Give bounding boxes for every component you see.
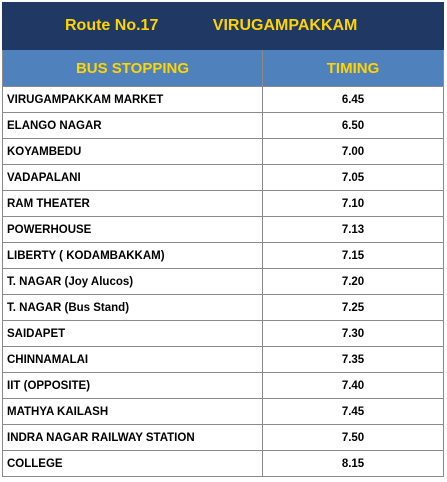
stop-name: IIT (OPPOSITE) xyxy=(2,372,263,399)
stop-name: T. NAGAR (Joy Alucos) xyxy=(2,268,263,295)
stop-name: KOYAMBEDU xyxy=(2,138,263,165)
stop-name: INDRA NAGAR RAILWAY STATION xyxy=(2,424,263,451)
stop-time: 7.45 xyxy=(261,398,445,425)
title-row: Route No.17 VIRUGAMPAKKAM xyxy=(1,2,445,50)
stop-row: COLLEGE 8.15 xyxy=(2,450,445,477)
stop-time: 7.13 xyxy=(261,216,445,243)
route-number: Route No.17 xyxy=(65,17,159,34)
stop-time: 7.25 xyxy=(261,294,445,321)
stop-row: ELANGO NAGAR 6.50 xyxy=(2,112,445,139)
stop-time: 7.40 xyxy=(261,372,445,399)
stop-row: VIRUGAMPAKKAM MARKET 6.45 xyxy=(2,86,445,113)
stop-time: 6.45 xyxy=(261,86,445,113)
stop-name: T. NAGAR (Bus Stand) xyxy=(2,294,263,321)
stop-name: COLLEGE xyxy=(2,450,263,477)
route-name: VIRUGAMPAKKAM xyxy=(212,17,358,34)
column-header: TIMING xyxy=(261,49,445,87)
column-header: BUS STOPPING xyxy=(2,49,263,87)
header-row: BUS STOPPING TIMING xyxy=(2,49,445,87)
stop-time: 7.10 xyxy=(261,190,445,217)
stop-time: 7.50 xyxy=(261,424,445,451)
timetable: Route No.17 VIRUGAMPAKKAM BUS STOPPING T… xyxy=(1,2,445,477)
stop-row: VADAPALANI 7.05 xyxy=(2,164,445,191)
route-table: Route No.17 VIRUGAMPAKKAM BUS STOPPING T… xyxy=(1,2,445,477)
stop-row: INDRA NAGAR RAILWAY STATION 7.50 xyxy=(2,424,445,451)
stop-name: POWERHOUSE xyxy=(2,216,263,243)
stop-name: MATHYA KAILASH xyxy=(2,398,263,425)
stop-name: CHINNAMALAI xyxy=(2,346,263,373)
stop-row: T. NAGAR (Joy Alucos) 7.20 xyxy=(2,268,445,295)
stop-time: 8.15 xyxy=(261,450,445,477)
stop-time: 7.00 xyxy=(261,138,445,165)
stop-row: RAM THEATER 7.10 xyxy=(2,190,445,217)
stop-time: 6.50 xyxy=(261,112,445,139)
stop-row: LIBERTY ( KODAMBAKKAM) 7.15 xyxy=(2,242,445,269)
stop-row: POWERHOUSE 7.13 xyxy=(2,216,445,243)
title-cell: Route No.17 VIRUGAMPAKKAM xyxy=(1,2,445,50)
stop-time: 7.20 xyxy=(261,268,445,295)
stop-time: 7.30 xyxy=(261,320,445,347)
stop-name: VIRUGAMPAKKAM MARKET xyxy=(2,86,263,113)
stop-row: MATHYA KAILASH 7.45 xyxy=(2,398,445,425)
stop-name: VADAPALANI xyxy=(2,164,263,191)
stop-time: 7.35 xyxy=(261,346,445,373)
stop-name: RAM THEATER xyxy=(2,190,263,217)
stop-row: CHINNAMALAI 7.35 xyxy=(2,346,445,373)
stop-row: SAIDAPET 7.30 xyxy=(2,320,445,347)
stop-time: 7.15 xyxy=(261,242,445,269)
stop-name: ELANGO NAGAR xyxy=(2,112,263,139)
stop-row: KOYAMBEDU 7.00 xyxy=(2,138,445,165)
stop-name: LIBERTY ( KODAMBAKKAM) xyxy=(2,242,263,269)
stop-time: 7.05 xyxy=(261,164,445,191)
stop-row: T. NAGAR (Bus Stand) 7.25 xyxy=(2,294,445,321)
stop-row: IIT (OPPOSITE) 7.40 xyxy=(2,372,445,399)
stop-name: SAIDAPET xyxy=(2,320,263,347)
